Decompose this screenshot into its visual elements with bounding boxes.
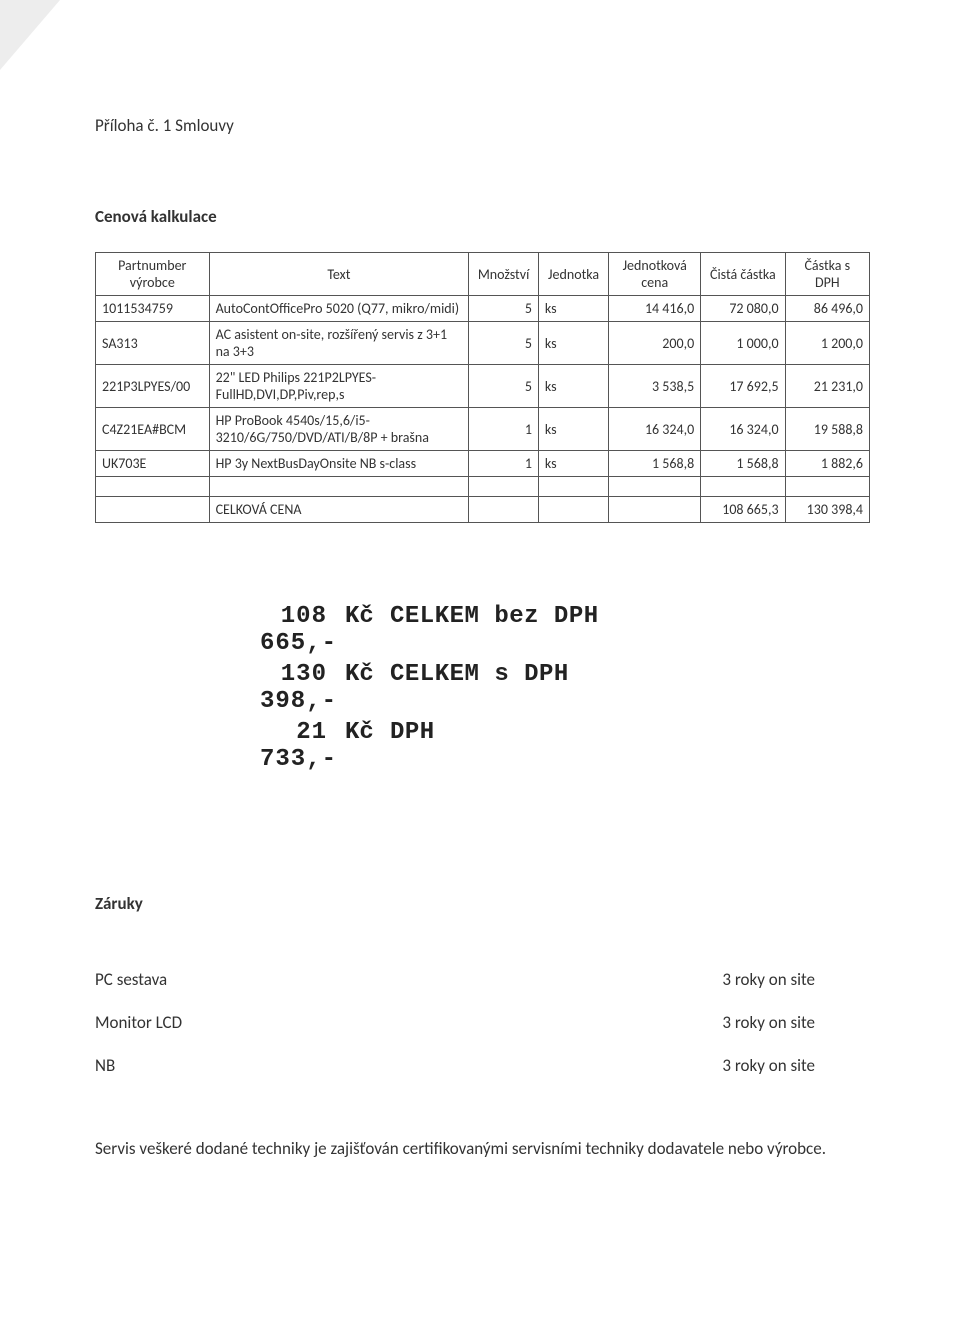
cell-vat: 19 588,8 bbox=[785, 408, 869, 451]
cell-total-vat: 130 398,4 bbox=[785, 497, 869, 523]
warranty-item: NB bbox=[95, 1055, 115, 1076]
cell-vat: 1 200,0 bbox=[785, 322, 869, 365]
summary-label: CELKEM bez DPH bbox=[390, 603, 599, 657]
cell-net: 72 080,0 bbox=[701, 296, 785, 322]
cell-unit: ks bbox=[538, 296, 608, 322]
table-row: 221P3LPYES/0022" LED Philips 221P2LPYES-… bbox=[96, 365, 870, 408]
summary-row-net: 108 665,- Kč CELKEM bez DPH bbox=[95, 603, 870, 657]
cell-unit: ks bbox=[538, 408, 608, 451]
warranty-item: Monitor LCD bbox=[95, 1012, 182, 1033]
cell-qty: 5 bbox=[469, 296, 539, 322]
warranty-term: 3 roky on site bbox=[722, 1055, 815, 1076]
summary-currency: Kč bbox=[345, 661, 390, 715]
cell-partnum: 1011534759 bbox=[96, 296, 210, 322]
warranty-section: Záruky PC sestava 3 roky on site Monitor… bbox=[95, 893, 870, 1076]
cell-unitprice: 200,0 bbox=[609, 322, 701, 365]
price-calculation-table: Partnumber výrobce Text Množství Jednotk… bbox=[95, 252, 870, 523]
cell-total-label: CELKOVÁ CENA bbox=[209, 497, 469, 523]
cell-unitprice: 3 538,5 bbox=[609, 365, 701, 408]
cell-net: 17 692,5 bbox=[701, 365, 785, 408]
table-row: C4Z21EA#BCMHP ProBook 4540s/15,6/i5-3210… bbox=[96, 408, 870, 451]
cell-net: 1 568,8 bbox=[701, 451, 785, 477]
col-header-quantity: Množství bbox=[469, 253, 539, 296]
page-content: Příloha č. 1 Smlouvy Cenová kalkulace Pa… bbox=[0, 0, 960, 1222]
cell-unitprice bbox=[609, 497, 701, 523]
summary-amount: 108 665,- bbox=[95, 603, 345, 657]
table-row: UK703EHP 3y NextBusDayOnsite NB s-class1… bbox=[96, 451, 870, 477]
cell-partnum bbox=[96, 497, 210, 523]
summary-currency: Kč bbox=[345, 719, 390, 773]
summary-amount: 130 398,- bbox=[95, 661, 345, 715]
cell-qty bbox=[469, 497, 539, 523]
cell-partnum: 221P3LPYES/00 bbox=[96, 365, 210, 408]
col-header-vatamount: Částka s DPH bbox=[785, 253, 869, 296]
col-header-unitprice: Jednotková cena bbox=[609, 253, 701, 296]
service-note: Servis veškeré dodané techniky je zajišť… bbox=[95, 1136, 855, 1162]
cell-text: AutoContOfficePro 5020 (Q77, mikro/midi) bbox=[209, 296, 469, 322]
cell-unit: ks bbox=[538, 322, 608, 365]
cell-text: HP ProBook 4540s/15,6/i5-3210/6G/750/DVD… bbox=[209, 408, 469, 451]
cell-unitprice: 1 568,8 bbox=[609, 451, 701, 477]
summary-label: DPH bbox=[390, 719, 435, 773]
warranty-term: 3 roky on site bbox=[722, 969, 815, 990]
col-header-unit: Jednotka bbox=[538, 253, 608, 296]
cell-qty: 1 bbox=[469, 451, 539, 477]
cell-partnum: SA313 bbox=[96, 322, 210, 365]
warranty-row: PC sestava 3 roky on site bbox=[95, 969, 815, 990]
cell-unitprice: 14 416,0 bbox=[609, 296, 701, 322]
page-corner-fold bbox=[0, 0, 60, 70]
table-blank-row bbox=[96, 477, 870, 497]
summary-row-dph: 21 733,- Kč DPH bbox=[95, 719, 870, 773]
table-total-row: CELKOVÁ CENA 108 665,3130 398,4 bbox=[96, 497, 870, 523]
cell-partnum: UK703E bbox=[96, 451, 210, 477]
cell-net: 1 000,0 bbox=[701, 322, 785, 365]
cell-unit bbox=[538, 497, 608, 523]
cell-qty: 5 bbox=[469, 322, 539, 365]
col-header-text: Text bbox=[209, 253, 469, 296]
table-row: SA313AC asistent on-site, rozšířený serv… bbox=[96, 322, 870, 365]
col-header-netamount: Čistá částka bbox=[701, 253, 785, 296]
col-header-partnumber: Partnumber výrobce bbox=[96, 253, 210, 296]
cell-net: 16 324,0 bbox=[701, 408, 785, 451]
cell-unit: ks bbox=[538, 365, 608, 408]
summary-row-vat: 130 398,- Kč CELKEM s DPH bbox=[95, 661, 870, 715]
cell-qty: 5 bbox=[469, 365, 539, 408]
warranty-heading: Záruky bbox=[95, 893, 870, 914]
section-title: Cenová kalkulace bbox=[95, 206, 870, 227]
summary-currency: Kč bbox=[345, 603, 390, 657]
table-header-row: Partnumber výrobce Text Množství Jednotk… bbox=[96, 253, 870, 296]
table-row: 1011534759AutoContOfficePro 5020 (Q77, m… bbox=[96, 296, 870, 322]
cell-unit: ks bbox=[538, 451, 608, 477]
warranty-row: Monitor LCD 3 roky on site bbox=[95, 1012, 815, 1033]
warranty-term: 3 roky on site bbox=[722, 1012, 815, 1033]
cell-partnum: C4Z21EA#BCM bbox=[96, 408, 210, 451]
cell-text: 22" LED Philips 221P2LPYES-FullHD,DVI,DP… bbox=[209, 365, 469, 408]
warranty-row: NB 3 roky on site bbox=[95, 1055, 815, 1076]
cell-vat: 86 496,0 bbox=[785, 296, 869, 322]
cell-total-net: 108 665,3 bbox=[701, 497, 785, 523]
totals-summary: 108 665,- Kč CELKEM bez DPH 130 398,- Kč… bbox=[95, 603, 870, 773]
cell-text: HP 3y NextBusDayOnsite NB s-class bbox=[209, 451, 469, 477]
cell-vat: 21 231,0 bbox=[785, 365, 869, 408]
document-title: Příloha č. 1 Smlouvy bbox=[95, 115, 870, 136]
summary-label: CELKEM s DPH bbox=[390, 661, 569, 715]
cell-vat: 1 882,6 bbox=[785, 451, 869, 477]
summary-amount: 21 733,- bbox=[95, 719, 345, 773]
cell-qty: 1 bbox=[469, 408, 539, 451]
cell-text: AC asistent on-site, rozšířený servis z … bbox=[209, 322, 469, 365]
cell-unitprice: 16 324,0 bbox=[609, 408, 701, 451]
warranty-item: PC sestava bbox=[95, 969, 167, 990]
